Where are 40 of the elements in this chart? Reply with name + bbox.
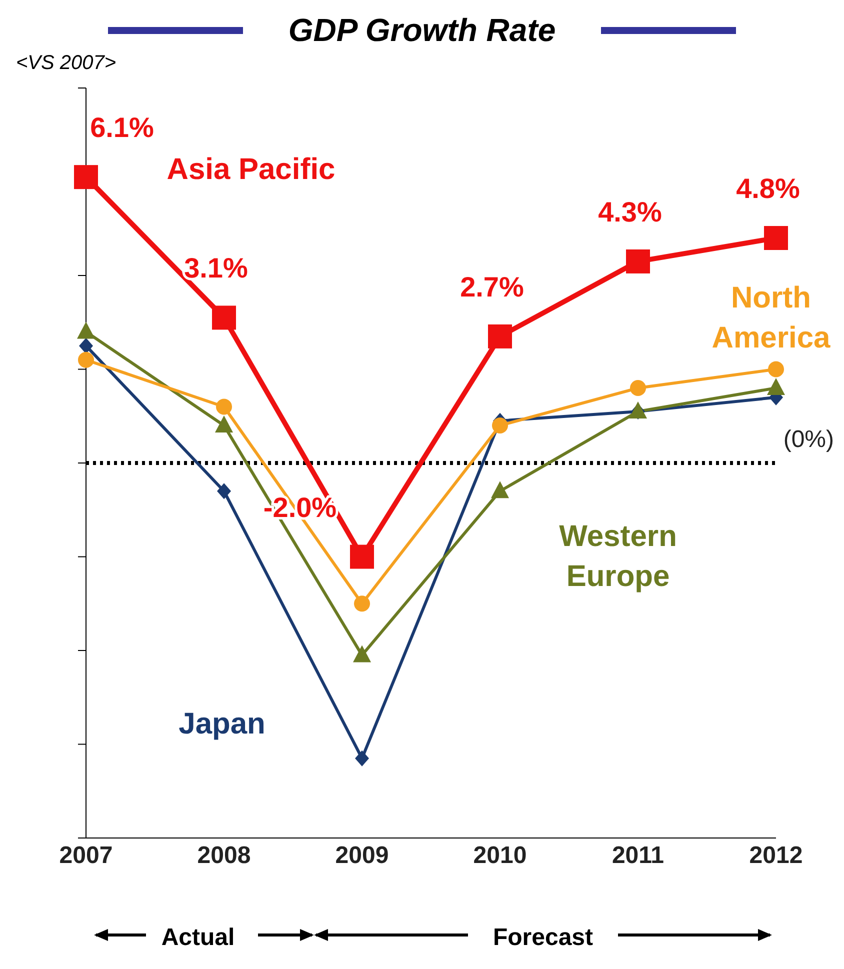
data-label: 4.3%	[598, 196, 662, 228]
point	[767, 378, 785, 395]
text: Forecast	[492, 924, 594, 951]
x-tick-label: 2007	[59, 842, 113, 870]
x-tick-label: 2009	[335, 842, 389, 870]
point	[78, 352, 94, 368]
point	[74, 165, 98, 190]
point	[488, 324, 512, 348]
point	[216, 398, 232, 415]
point	[215, 416, 233, 432]
point	[77, 322, 95, 339]
point	[354, 596, 370, 612]
point	[630, 380, 646, 396]
point	[79, 338, 93, 354]
x-tick-label: 2008	[197, 842, 251, 870]
chart-title: GDP Growth Rate	[288, 12, 556, 48]
data-label: 4.8%	[736, 173, 800, 204]
series-label: Asia Pacific	[166, 153, 336, 186]
point	[492, 418, 508, 434]
data-label: 2.7%	[460, 271, 524, 302]
series-label: Western Europe	[559, 520, 677, 594]
text: Japan	[178, 707, 266, 740]
text: Actual	[161, 924, 235, 951]
x-tick-label: 2012	[749, 842, 803, 870]
point	[350, 544, 374, 569]
point	[768, 361, 784, 378]
series-label: North America	[712, 281, 831, 354]
data-label: 6.1%	[90, 112, 154, 144]
point	[353, 645, 371, 662]
point	[626, 249, 650, 274]
data-label: 3.1%	[184, 252, 248, 284]
x-tick-label: 2011	[612, 842, 664, 870]
point	[764, 226, 788, 250]
point	[491, 481, 509, 498]
point	[217, 483, 231, 500]
x-tick-label: 2010	[473, 842, 527, 870]
ref-line-label: (0%)	[783, 426, 834, 453]
y-axis-title: <VS 2007>	[16, 52, 116, 75]
point	[355, 750, 369, 766]
point	[212, 306, 236, 330]
